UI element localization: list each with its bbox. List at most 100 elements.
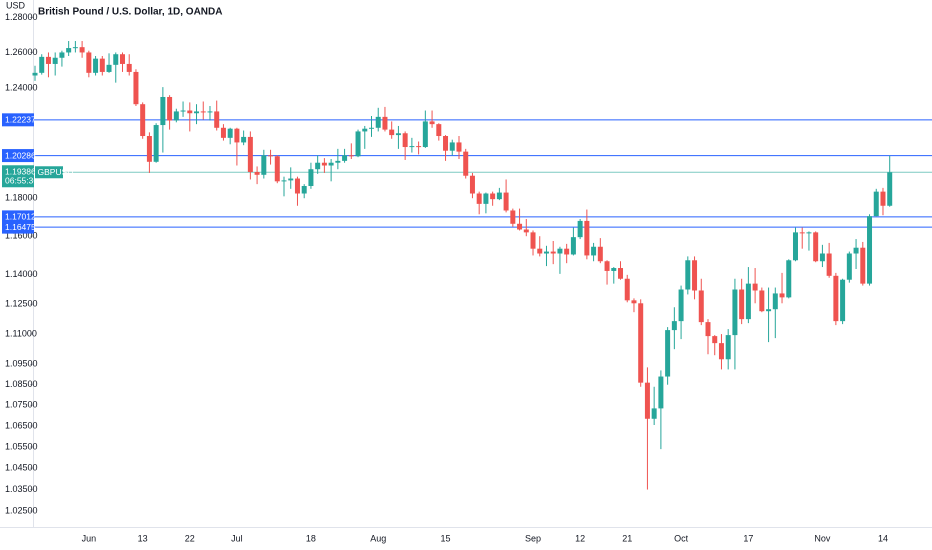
candle-body xyxy=(220,127,226,138)
candle-body xyxy=(59,52,65,58)
candle-body xyxy=(530,232,536,249)
level-label: 1.16475 xyxy=(5,222,36,232)
candle-body xyxy=(503,192,509,211)
candle-body xyxy=(133,71,139,105)
y-tick-label: 1.07500 xyxy=(5,400,38,410)
candle-body xyxy=(483,193,489,204)
candle-body xyxy=(126,63,132,72)
candle-body xyxy=(409,146,415,148)
candle-body xyxy=(490,193,496,200)
candle-body xyxy=(665,330,671,377)
candle-body xyxy=(241,136,247,143)
y-tick-label: 1.03500 xyxy=(5,484,38,494)
candle-body xyxy=(194,111,200,114)
candle-body xyxy=(261,155,267,175)
level-label: 1.22237 xyxy=(5,115,36,125)
candle-body xyxy=(32,72,38,76)
candle-body xyxy=(860,247,866,284)
candle-body xyxy=(449,142,455,151)
candle-body xyxy=(207,111,213,113)
y-tick-label: 1.16000 xyxy=(5,231,38,241)
level-tag xyxy=(2,113,34,127)
candle-body xyxy=(833,275,839,322)
y-tick-label: 1.24000 xyxy=(5,82,38,92)
candle-body xyxy=(395,133,401,136)
candle-body xyxy=(86,52,92,73)
candle-body xyxy=(618,268,624,279)
candle-body xyxy=(880,191,886,206)
candle-body xyxy=(644,382,650,419)
candle-body xyxy=(140,104,146,137)
candle-body xyxy=(476,193,482,204)
candle-body xyxy=(523,229,529,233)
candle-body xyxy=(469,175,475,194)
candle-body xyxy=(658,376,664,409)
candle-body xyxy=(429,121,435,125)
last-price-tag xyxy=(2,165,34,188)
candle-body xyxy=(315,162,321,170)
candle-body xyxy=(705,322,711,337)
x-tick-label: 18 xyxy=(306,533,316,543)
y-tick-label: 1.26000 xyxy=(5,47,38,57)
candle-body xyxy=(799,232,805,234)
y-tick-label: 1.28000 xyxy=(5,12,38,22)
candle-body xyxy=(422,121,428,148)
candle-body xyxy=(294,178,300,194)
candle-body xyxy=(759,290,765,312)
candle-body xyxy=(308,169,314,187)
x-tick-label: 12 xyxy=(575,533,585,543)
candle-body xyxy=(93,58,99,73)
level-tag xyxy=(2,149,34,163)
candle-body xyxy=(348,155,354,157)
candle-body xyxy=(732,289,738,336)
x-tick-label: 17 xyxy=(743,533,753,543)
candle-body xyxy=(113,54,119,65)
y-tick-label: 1.08500 xyxy=(5,379,38,389)
candle-body xyxy=(247,136,253,173)
candle-body xyxy=(739,289,745,320)
candle-body xyxy=(200,111,206,113)
candle-body xyxy=(745,283,751,320)
candle-body xyxy=(826,253,832,276)
candle-body xyxy=(496,192,502,200)
candle-body xyxy=(510,210,516,224)
candle-body xyxy=(718,343,724,360)
candle-body xyxy=(846,253,852,280)
y-tick-label: 1.04500 xyxy=(5,463,38,473)
axes: 1.28000 1.26000 1.24000 1.18000 1.16000 1.140… xyxy=(2,12,888,543)
candle-body xyxy=(167,96,173,121)
candle-body xyxy=(611,268,617,271)
y-tick-label: 1.11000 xyxy=(5,328,37,338)
candle-body xyxy=(119,54,125,64)
candle-body xyxy=(342,155,348,161)
y-tick-label: 1.05500 xyxy=(5,441,38,451)
candle-body xyxy=(45,56,51,64)
candle-body xyxy=(301,186,307,194)
candle-body xyxy=(792,232,798,261)
candle-body xyxy=(779,293,785,298)
candle-body xyxy=(321,162,327,166)
candle-body xyxy=(631,300,637,304)
candle-body xyxy=(678,289,684,322)
x-tick-label: Aug xyxy=(370,533,386,543)
candle-body xyxy=(456,142,462,152)
candle-body xyxy=(355,131,361,157)
candles xyxy=(32,41,893,490)
candle-body xyxy=(570,237,576,255)
candle-body xyxy=(389,129,395,136)
x-tick-label: Jul xyxy=(231,533,243,543)
candle-body xyxy=(752,283,758,291)
candle-body xyxy=(853,247,859,254)
level-tag xyxy=(2,220,34,234)
candle-body xyxy=(180,110,186,112)
candle-body xyxy=(268,155,274,157)
x-tick-label: Sep xyxy=(525,533,541,543)
level-label: 1.20286 xyxy=(5,150,36,160)
candle-body xyxy=(362,128,368,132)
candle-body xyxy=(638,303,644,383)
candle-body xyxy=(214,111,220,128)
candle-body xyxy=(819,253,825,262)
chart-title: British Pound / U.S. Dollar, 1D, OANDA xyxy=(38,7,222,18)
candle-body xyxy=(227,128,233,138)
